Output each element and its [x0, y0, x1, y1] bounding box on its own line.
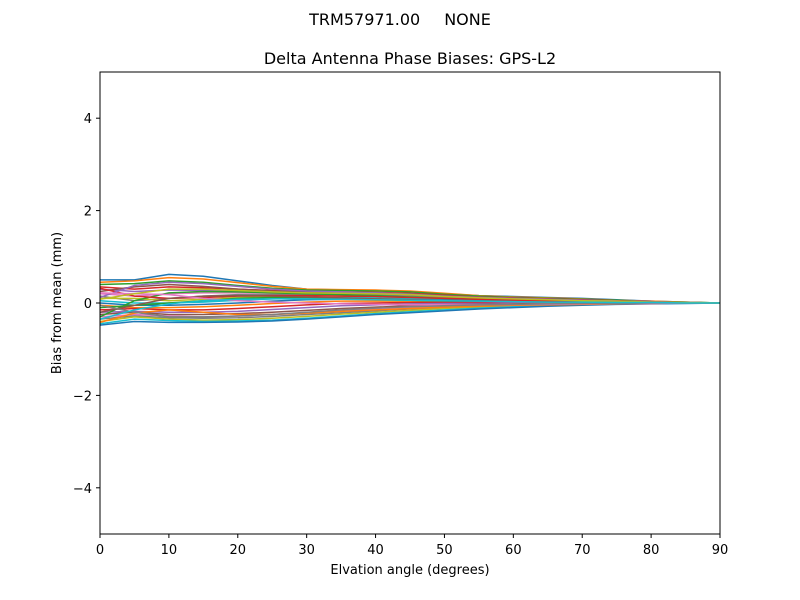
- x-tick-label: 70: [574, 543, 591, 558]
- y-axis: −4 −2 0 2 4: [73, 112, 100, 497]
- y-tick-label: −4: [73, 482, 92, 497]
- x-tick-label: 50: [436, 543, 453, 558]
- x-tick-label: 10: [161, 543, 178, 558]
- x-tick-label: 80: [643, 543, 660, 558]
- x-tick-label: 60: [505, 543, 522, 558]
- y-tick-label: 4: [84, 112, 92, 127]
- x-tick-label: 90: [712, 543, 729, 558]
- series-line: [99, 298, 720, 320]
- x-axis: 0 10 20 30 40 50 60 70 80 90: [96, 534, 728, 558]
- y-tick-label: −2: [73, 389, 92, 404]
- suptitle-antenna: TRM57971.00: [309, 10, 421, 29]
- chart-title: Delta Antenna Phase Biases: GPS-L2: [264, 49, 556, 68]
- x-tick-label: 20: [230, 543, 247, 558]
- y-tick-label: 2: [84, 205, 92, 220]
- series-line: [99, 288, 721, 304]
- x-tick-label: 30: [298, 543, 315, 558]
- y-tick-label: 0: [84, 297, 92, 312]
- x-axis-label: Elvation angle (degrees): [330, 563, 489, 578]
- suptitle-radome: NONE: [444, 10, 491, 29]
- y-axis-label: Bias from mean (mm): [50, 232, 65, 374]
- series-line: [99, 302, 720, 318]
- series-layer: [99, 273, 721, 326]
- x-tick-label: 40: [367, 543, 384, 558]
- x-tick-label: 0: [96, 543, 104, 558]
- figure-suptitle: TRM57971.00 NONE: [0, 10, 800, 29]
